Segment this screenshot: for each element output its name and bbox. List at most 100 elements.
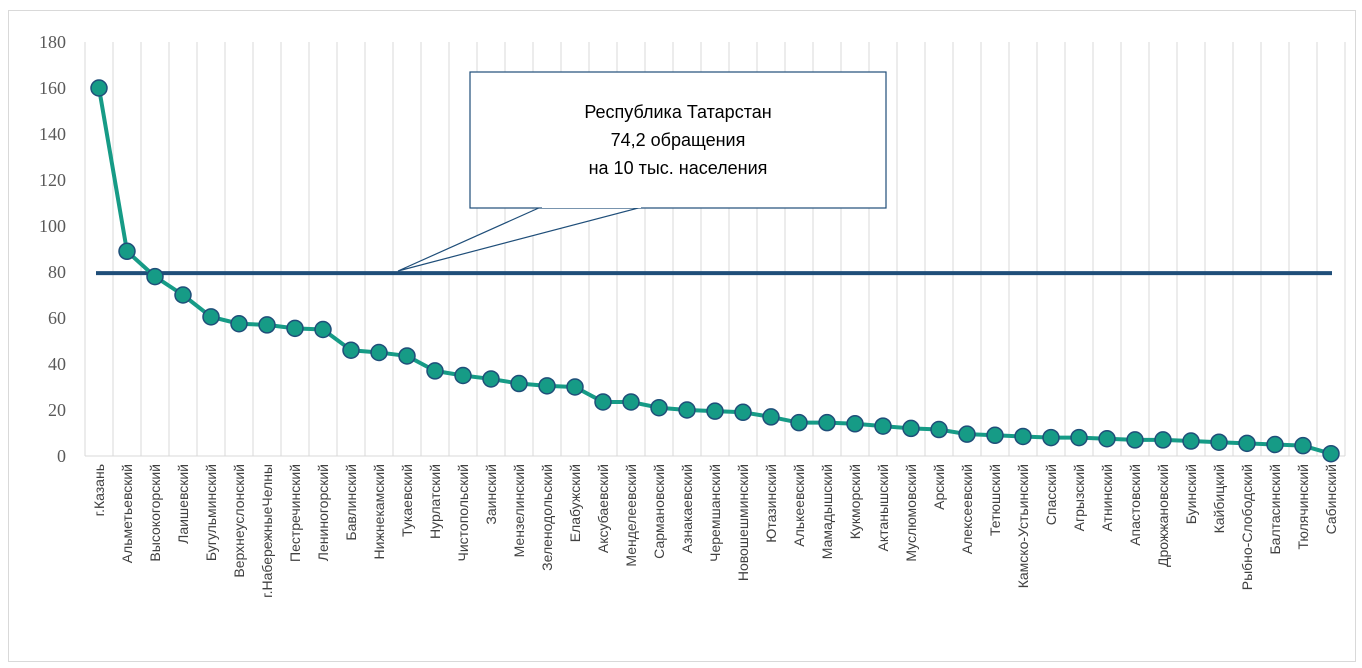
data-point	[426, 362, 444, 380]
x-tick-label: Тетюшский	[987, 464, 1003, 536]
y-tick-label: 160	[39, 78, 66, 98]
x-tick-label: Камско-Устьинский	[1015, 464, 1031, 588]
data-point	[1182, 432, 1200, 450]
x-tick-label: Чистопольский	[455, 464, 471, 561]
y-tick-label: 20	[48, 400, 66, 420]
data-point	[594, 393, 612, 411]
x-tick-label: Сабинский	[1323, 464, 1339, 534]
data-point	[174, 286, 192, 304]
data-point	[1322, 444, 1340, 463]
x-tick-label: Заинский	[483, 464, 499, 525]
data-point	[538, 377, 556, 395]
data-point	[314, 320, 332, 339]
data-point	[1014, 427, 1032, 446]
data-point	[650, 398, 668, 417]
data-point	[230, 315, 248, 333]
y-tick-label: 80	[48, 262, 66, 282]
y-tick-label: 100	[39, 216, 66, 236]
x-tick-label: Мензелинский	[511, 464, 527, 557]
data-point	[622, 393, 640, 411]
data-point	[818, 413, 836, 432]
x-tick-label: Апастовский	[1127, 464, 1143, 546]
x-tick-label: Альметьевский	[119, 464, 135, 563]
data-point	[1238, 434, 1256, 453]
data-point	[1154, 431, 1172, 449]
data-point	[958, 425, 976, 443]
data-point	[1070, 428, 1088, 447]
x-tick-label: Рыбно-Слободский	[1239, 464, 1255, 590]
x-tick-label: Бугульминский	[203, 464, 219, 561]
y-tick-label: 180	[39, 32, 66, 52]
data-point	[342, 341, 360, 359]
x-tick-label: Агрызский	[1071, 464, 1087, 531]
x-tick-label: Муслюмовский	[903, 464, 919, 562]
data-point	[734, 403, 752, 422]
x-tick-label: Спасский	[1043, 464, 1059, 525]
x-tick-label: Кайбицкий	[1211, 464, 1227, 533]
data-point	[258, 316, 276, 334]
x-tick-label: Черемшанский	[707, 464, 723, 562]
x-tick-label: Кукморский	[847, 464, 863, 539]
data-point	[1294, 436, 1312, 455]
x-tick-label: Алькеевский	[791, 464, 807, 547]
data-point	[202, 308, 220, 326]
y-tick-label: 140	[39, 124, 66, 144]
x-tick-label: Тукаевский	[399, 464, 415, 537]
data-point	[454, 366, 472, 385]
series-markers	[90, 79, 1340, 463]
x-tick-label: Менделеевский	[623, 464, 639, 567]
x-tick-label: Новошешминский	[735, 464, 751, 581]
data-point	[566, 378, 584, 396]
data-point	[790, 413, 808, 432]
data-point	[370, 343, 388, 362]
x-tick-label: г.НабережныеЧелны	[259, 464, 275, 598]
data-point	[846, 415, 864, 433]
x-tick-label: Тюлячинский	[1295, 464, 1311, 550]
data-point	[1098, 430, 1116, 448]
data-point	[762, 408, 780, 426]
data-point	[930, 420, 948, 439]
x-tick-label: Лаишевский	[175, 464, 191, 544]
data-point	[1266, 435, 1284, 454]
x-tick-label: г.Казань	[91, 464, 107, 516]
y-tick-label: 120	[39, 170, 66, 190]
data-point	[398, 347, 416, 365]
data-point	[286, 319, 304, 338]
x-tick-label: Аксубаевский	[595, 464, 611, 553]
x-tick-label: Актанышский	[875, 464, 891, 551]
data-point	[678, 401, 696, 419]
x-tick-label: Арский	[931, 464, 947, 510]
data-point	[1210, 433, 1228, 451]
data-point	[986, 426, 1004, 445]
x-tick-label: Сармановский	[651, 464, 667, 559]
x-tick-label: Буинский	[1183, 464, 1199, 524]
x-tick-label: Высокогорский	[147, 464, 163, 562]
x-tick-label: Мамадышский	[819, 464, 835, 559]
x-tick-label: Азнакаевский	[679, 464, 695, 553]
y-tick-label: 0	[57, 446, 66, 466]
x-tick-label: Елабужский	[567, 464, 583, 542]
data-point	[146, 267, 164, 286]
x-tick-label: Нурлатский	[427, 464, 443, 539]
y-axis: 0 20 40 60 80 100 120 140 160 180	[39, 32, 66, 466]
x-tick-label: Бавлинский	[343, 464, 359, 541]
x-axis: г.Казань Альметьевский Высокогорский Лаишев…	[91, 464, 1339, 598]
data-point	[118, 242, 136, 261]
callout-pointer	[397, 206, 643, 272]
data-point	[874, 417, 892, 435]
data-point	[706, 402, 724, 420]
y-tick-label: 40	[48, 354, 66, 374]
x-tick-label: Верхнеуслонский	[231, 464, 247, 578]
x-tick-label: Дрожжановский	[1155, 464, 1171, 567]
x-tick-label: Лениногорский	[315, 464, 331, 561]
data-point	[90, 79, 108, 97]
x-tick-label: Пестречинский	[287, 464, 303, 562]
x-tick-label: Алексеевский	[959, 464, 975, 554]
y-tick-label: 60	[48, 308, 66, 328]
x-tick-label: Ютазинский	[763, 464, 779, 543]
data-point	[510, 374, 528, 393]
data-point	[482, 370, 500, 388]
callout-box	[469, 71, 887, 209]
grid-lines	[84, 42, 1346, 457]
